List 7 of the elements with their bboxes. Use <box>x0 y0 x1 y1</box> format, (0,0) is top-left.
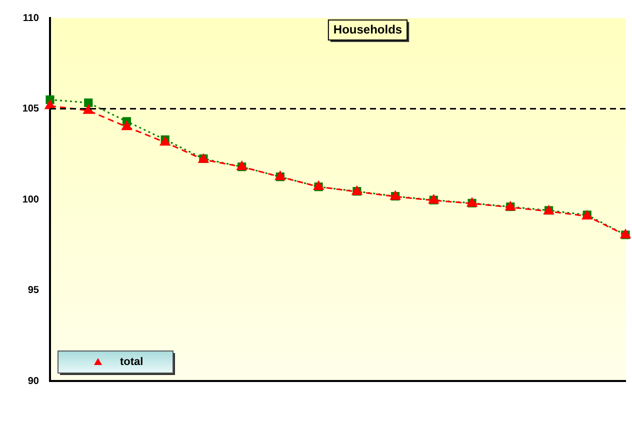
y-tick-label: 90 <box>28 376 40 387</box>
y-tick-label: 105 <box>22 104 40 114</box>
y-tick-label: 95 <box>28 285 40 296</box>
legend-label: total <box>120 356 144 368</box>
y-tick-label: 110 <box>22 12 40 24</box>
y-tick-label: 100 <box>22 194 40 206</box>
text: Households <box>333 22 402 36</box>
